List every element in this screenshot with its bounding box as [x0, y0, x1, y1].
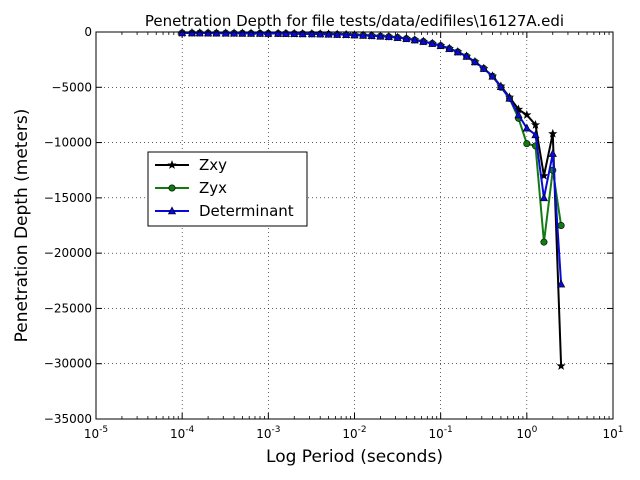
- x-tick-base: 10: [256, 427, 271, 441]
- x-tick-exponent: -1: [444, 425, 453, 435]
- x-tick-label: 10-4: [170, 425, 195, 441]
- x-tick-base: 10: [516, 427, 531, 441]
- data-point-determinant: [307, 29, 316, 38]
- x-tick-label: 10-1: [429, 425, 453, 441]
- data-point-determinant: [393, 32, 402, 41]
- data-point-zxy: [548, 128, 558, 138]
- data-point-determinant: [462, 51, 471, 60]
- x-tick-base: 10: [342, 427, 357, 441]
- data-point-determinant: [505, 93, 514, 102]
- y-tick-label: −35000: [44, 412, 92, 426]
- data-point-determinant: [470, 57, 480, 66]
- x-tick-labels: 10-5 10-4 10-3 10-2 10-1 100 101: [84, 425, 624, 441]
- data-point-determinant: [342, 29, 351, 38]
- data-point-determinant: [402, 33, 411, 42]
- y-axis-label: Penetration Depth (meters): [12, 109, 32, 343]
- x-tick-label: 10-5: [84, 425, 108, 441]
- legend-label-zxy: Zxy: [199, 156, 227, 174]
- series-determinant: [178, 28, 566, 288]
- data-point-determinant: [324, 29, 333, 38]
- data-point-determinant: [264, 28, 273, 37]
- data-point-determinant: [479, 63, 488, 72]
- data-point-determinant: [557, 279, 566, 288]
- series-layer: [177, 28, 566, 370]
- data-point-determinant: [548, 148, 557, 157]
- data-point-zyx: [540, 238, 548, 246]
- x-tick-label: 10-3: [256, 425, 280, 441]
- x-tick-label: 101: [602, 425, 623, 441]
- data-point-determinant: [428, 38, 437, 47]
- data-point-determinant: [419, 36, 428, 45]
- data-point-determinant: [290, 29, 299, 37]
- data-point-determinant: [204, 28, 213, 37]
- data-point-determinant: [238, 28, 247, 37]
- x-tick-exponent: 0: [532, 425, 538, 435]
- data-point-zxy: [556, 361, 566, 370]
- y-tick-label: 0: [84, 25, 92, 39]
- y-tick-label: −15000: [44, 191, 92, 205]
- legend-label-zyx: Zyx: [199, 179, 227, 197]
- data-point-determinant: [445, 43, 454, 52]
- x-tick-exponent: -5: [99, 425, 108, 435]
- x-tick-exponent: -2: [358, 425, 367, 435]
- data-point-determinant: [488, 71, 497, 80]
- x-tick-base: 10: [602, 427, 617, 441]
- x-tick-base: 10: [170, 427, 185, 441]
- data-point-determinant: [359, 30, 368, 39]
- data-point-determinant: [539, 193, 549, 202]
- x-tick-base: 10: [429, 427, 444, 441]
- data-point-determinant: [384, 32, 393, 41]
- x-tick-exponent: -4: [185, 425, 194, 435]
- data-point-determinant: [333, 29, 342, 38]
- data-point-determinant: [316, 29, 325, 38]
- legend-label-determinant: Determinant: [199, 202, 294, 220]
- legend-marker-determinant: [167, 206, 177, 215]
- data-point-zyx: [557, 222, 565, 230]
- data-point-determinant: [531, 130, 540, 139]
- chart-title: Penetration Depth for file tests/data/ed…: [145, 12, 564, 30]
- data-point-zxy: [530, 120, 541, 129]
- data-point-determinant: [350, 30, 359, 39]
- data-point-determinant: [496, 82, 505, 91]
- data-point-determinant: [255, 28, 265, 37]
- y-tick-labels: 0 −5000 −10000 −15000 −20000 −25000 −30000 −350…: [44, 25, 92, 426]
- data-point-determinant: [514, 110, 523, 119]
- data-point-zxy: [522, 110, 532, 119]
- data-point-determinant: [274, 28, 283, 37]
- plot-area: [95, 31, 614, 420]
- y-tick-label: −25000: [44, 301, 92, 315]
- x-tick-exponent: 1: [618, 425, 624, 435]
- legend: Zxy Zyx Determinant: [147, 151, 308, 227]
- y-tick-label: −10000: [44, 136, 92, 150]
- data-point-zyx: [523, 140, 531, 148]
- data-point-determinant: [221, 28, 230, 37]
- data-point-determinant: [229, 28, 239, 37]
- data-point-determinant: [436, 40, 445, 49]
- data-point-determinant: [281, 28, 291, 37]
- x-tick-label: 10-2: [342, 425, 366, 441]
- y-tick-label: −30000: [44, 357, 92, 371]
- legend-marker-zyx: [168, 184, 176, 192]
- x-tick-label: 100: [516, 425, 537, 441]
- data-point-determinant: [376, 31, 385, 40]
- x-tick-base: 10: [84, 427, 99, 441]
- data-point-determinant: [246, 28, 256, 37]
- data-point-determinant: [522, 123, 531, 132]
- data-point-determinant: [367, 31, 376, 40]
- legend-marker-zxy: [167, 160, 177, 169]
- data-point-determinant: [410, 35, 419, 44]
- data-point-determinant: [453, 47, 462, 56]
- y-tick-label: −5000: [51, 80, 92, 94]
- x-axis-label: Log Period (seconds): [266, 447, 443, 467]
- data-point-determinant: [212, 28, 221, 37]
- y-tick-label: −20000: [44, 246, 92, 260]
- x-tick-exponent: -3: [271, 425, 280, 435]
- data-point-determinant: [298, 29, 307, 38]
